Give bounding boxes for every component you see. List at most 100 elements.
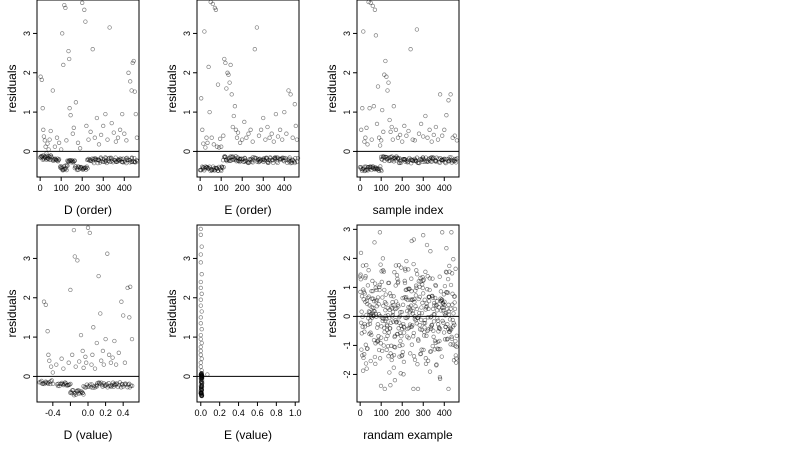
data-point bbox=[416, 338, 421, 343]
data-point bbox=[380, 318, 385, 324]
data-point bbox=[428, 249, 433, 254]
data-point bbox=[201, 141, 206, 146]
data-point bbox=[418, 121, 424, 127]
data-point bbox=[67, 106, 72, 111]
data-point bbox=[61, 62, 66, 68]
data-point bbox=[105, 251, 110, 256]
y-tick-label: -2 bbox=[342, 370, 352, 378]
data-point bbox=[52, 144, 58, 149]
data-point bbox=[116, 350, 121, 355]
data-point bbox=[85, 166, 90, 171]
x-tick-label: 100 bbox=[214, 183, 229, 193]
data-point bbox=[400, 349, 405, 355]
data-point bbox=[202, 168, 207, 173]
data-point bbox=[401, 324, 406, 329]
data-point bbox=[365, 346, 370, 351]
data-point bbox=[61, 366, 66, 371]
data-point bbox=[368, 358, 373, 364]
y-tick-label: 1 bbox=[342, 285, 352, 290]
data-point bbox=[48, 379, 53, 384]
data-point bbox=[419, 347, 424, 352]
x-tick-label: 400 bbox=[277, 183, 292, 193]
scatter-panel: 0 100 200 300 400 0 1 2 3 D (order) residuals bbox=[5, 0, 140, 217]
x-axis-label: E (order) bbox=[224, 203, 271, 217]
data-point bbox=[446, 98, 451, 103]
x-tick-label: 0 bbox=[358, 408, 363, 418]
data-point bbox=[435, 137, 441, 142]
x-tick-label: 200 bbox=[395, 183, 410, 193]
data-point bbox=[265, 124, 270, 130]
data-point bbox=[271, 160, 276, 166]
y-axis-label: residuals bbox=[5, 64, 19, 112]
data-point bbox=[399, 353, 404, 359]
data-point bbox=[422, 325, 427, 330]
data-point bbox=[133, 111, 138, 117]
data-point bbox=[59, 356, 64, 361]
data-point bbox=[360, 106, 365, 111]
data-point bbox=[68, 381, 73, 387]
data-point bbox=[111, 130, 116, 135]
data-point bbox=[54, 135, 60, 140]
data-point bbox=[359, 127, 364, 132]
data-point bbox=[199, 309, 204, 314]
data-point bbox=[415, 386, 421, 392]
data-point bbox=[378, 154, 384, 160]
data-point bbox=[416, 279, 421, 284]
data-point bbox=[204, 135, 209, 140]
data-point bbox=[389, 357, 394, 363]
data-point bbox=[41, 299, 47, 304]
data-point bbox=[368, 0, 373, 5]
data-point bbox=[295, 155, 301, 161]
data-point bbox=[417, 160, 422, 166]
data-point bbox=[359, 347, 364, 352]
data-point bbox=[396, 279, 401, 284]
data-point bbox=[427, 287, 432, 293]
data-point bbox=[451, 257, 456, 262]
y-tick-label: 0 bbox=[342, 149, 352, 154]
data-point bbox=[198, 297, 203, 302]
x-tick-label: 0 bbox=[198, 183, 203, 193]
data-point bbox=[70, 352, 75, 357]
data-point bbox=[437, 92, 443, 97]
data-point bbox=[412, 299, 417, 305]
data-point bbox=[211, 142, 216, 147]
data-point bbox=[378, 341, 383, 346]
data-point bbox=[408, 303, 414, 308]
data-point bbox=[118, 156, 123, 161]
data-point bbox=[198, 364, 203, 369]
data-point bbox=[373, 361, 378, 367]
data-point bbox=[381, 303, 386, 309]
data-point bbox=[411, 386, 416, 392]
data-point bbox=[199, 96, 204, 101]
data-point bbox=[198, 372, 203, 377]
x-axis-label: sample index bbox=[373, 203, 444, 217]
data-point bbox=[202, 29, 207, 34]
data-point bbox=[395, 135, 401, 140]
data-point bbox=[437, 338, 442, 344]
data-point bbox=[408, 308, 413, 313]
data-point bbox=[273, 111, 279, 117]
data-point bbox=[217, 136, 223, 141]
data-point bbox=[199, 379, 205, 385]
data-point bbox=[134, 157, 139, 163]
data-point bbox=[454, 356, 459, 361]
data-point bbox=[430, 295, 436, 300]
data-point bbox=[198, 252, 203, 257]
x-tick-label: 0 bbox=[38, 183, 43, 193]
data-point bbox=[93, 156, 99, 161]
data-point bbox=[62, 2, 67, 8]
data-point bbox=[441, 305, 446, 310]
data-point bbox=[120, 111, 125, 117]
data-point bbox=[242, 119, 247, 125]
data-point bbox=[106, 156, 111, 161]
data-point bbox=[399, 334, 404, 339]
data-point bbox=[431, 334, 436, 339]
x-axis-label: E (value) bbox=[224, 428, 272, 442]
data-point bbox=[63, 163, 68, 168]
data-point bbox=[453, 353, 458, 358]
data-point bbox=[442, 127, 447, 132]
data-point bbox=[398, 338, 403, 344]
y-tick-label: 0 bbox=[22, 149, 32, 154]
data-point bbox=[411, 261, 416, 267]
data-point bbox=[363, 361, 369, 366]
